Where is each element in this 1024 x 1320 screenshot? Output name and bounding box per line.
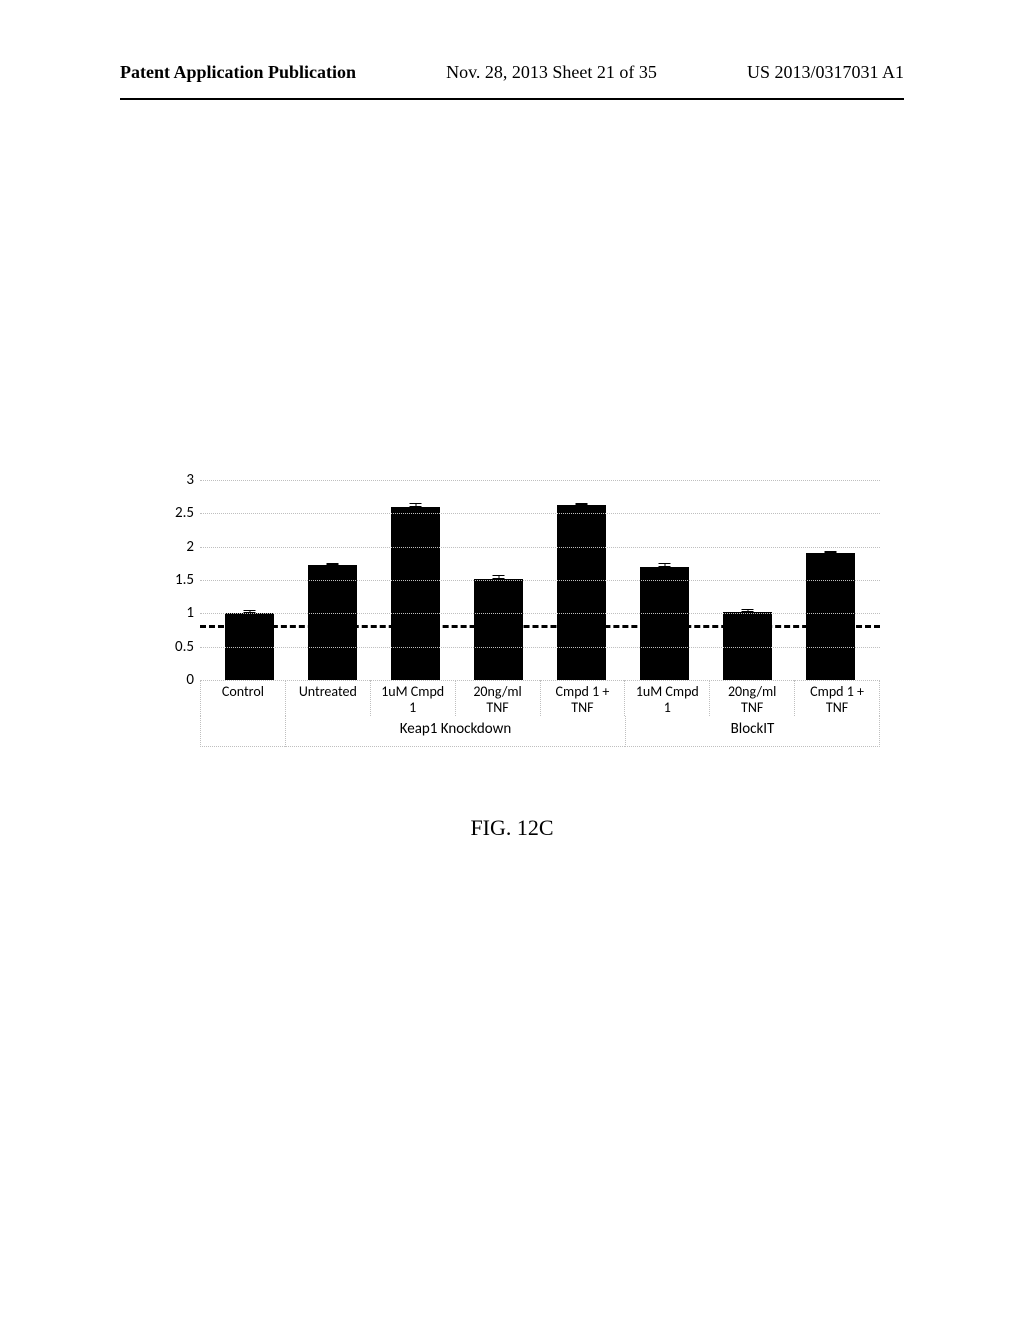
group-label: [200, 716, 285, 747]
plot-area: 00.511.522.53: [200, 480, 880, 680]
error-bar: [830, 551, 831, 554]
gridline: [200, 580, 880, 581]
group-row: Keap1 KnockdownBlockIT: [200, 716, 880, 747]
x-tick-label: 1uM Cmpd1: [624, 680, 709, 716]
gridline: [200, 547, 880, 548]
gridline: [200, 647, 880, 648]
header-left: Patent Application Publication: [120, 62, 356, 83]
x-tick-label: 1uM Cmpd1: [370, 680, 455, 716]
header-center: Nov. 28, 2013 Sheet 21 of 35: [356, 62, 747, 83]
y-tick-label: 3: [140, 471, 194, 489]
x-tick-label: 20ng/mlTNF: [455, 680, 540, 716]
figure-caption: FIG. 12C: [0, 815, 1024, 841]
error-bar: [498, 575, 499, 578]
reference-line: [200, 625, 880, 628]
x-axis: ControlUntreated1uM Cmpd120ng/mlTNFCmpd …: [200, 680, 880, 716]
bar: [640, 567, 688, 680]
page: Patent Application Publication Nov. 28, …: [0, 0, 1024, 1320]
group-label: Keap1 Knockdown: [285, 716, 625, 747]
bar: [557, 505, 605, 680]
bar-chart: 00.511.522.53 ControlUntreated1uM Cmpd12…: [140, 480, 900, 747]
group-label: BlockIT: [625, 716, 880, 747]
x-tick-label: 20ng/mlTNF: [709, 680, 794, 716]
y-tick-label: 2: [140, 538, 194, 556]
error-bar: [332, 563, 333, 565]
x-tick-label: Cmpd 1 +TNF: [540, 680, 625, 716]
y-tick-label: 0: [140, 671, 194, 689]
error-bar: [581, 503, 582, 504]
gridline: [200, 613, 880, 614]
y-tick-label: 0.5: [140, 638, 194, 656]
gridline: [200, 680, 880, 681]
gridline: [200, 513, 880, 514]
chart-container: 00.511.522.53 ControlUntreated1uM Cmpd12…: [140, 480, 900, 747]
bar: [391, 507, 439, 680]
bar: [308, 565, 356, 680]
header-right: US 2013/0317031 A1: [747, 62, 904, 83]
y-tick-label: 2.5: [140, 504, 194, 522]
error-bar: [747, 609, 748, 612]
x-tick-label: Untreated: [285, 680, 370, 716]
bar: [474, 579, 522, 680]
x-tick-label: Control: [200, 680, 285, 716]
x-tick-label: Cmpd 1 +TNF: [794, 680, 880, 716]
gridline: [200, 480, 880, 481]
page-header: Patent Application Publication Nov. 28, …: [120, 62, 904, 100]
error-bar: [664, 563, 665, 566]
error-bar: [415, 503, 416, 507]
y-tick-label: 1: [140, 604, 194, 622]
y-tick-label: 1.5: [140, 571, 194, 589]
bar: [806, 553, 854, 680]
